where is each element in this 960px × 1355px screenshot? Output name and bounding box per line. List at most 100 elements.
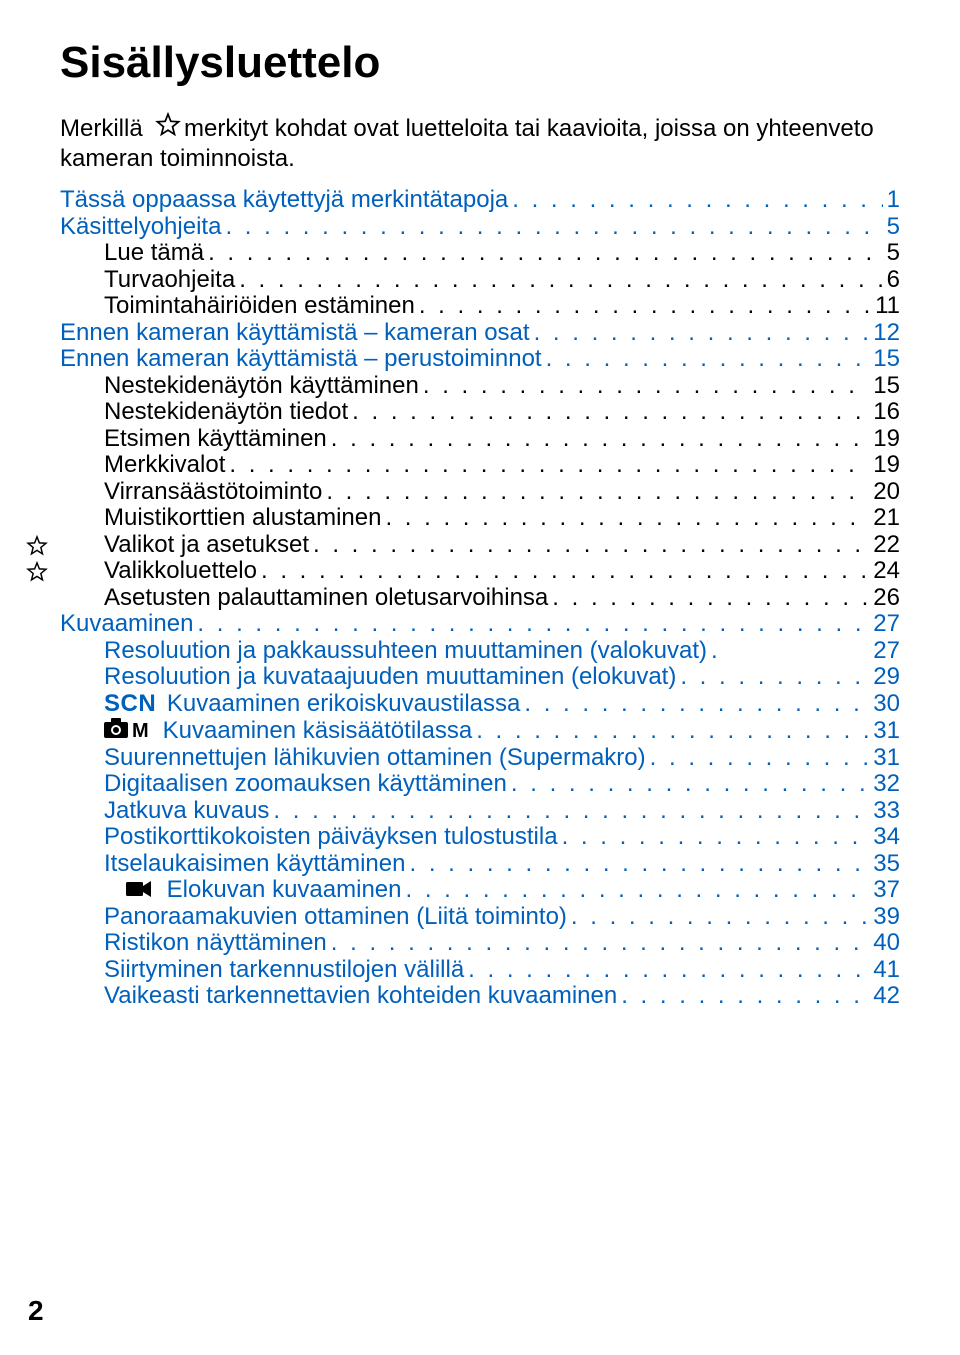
toc-page-number: 6 [887, 268, 900, 292]
toc-row[interactable]: Nestekidenäytön käyttäminen . . . . . . … [60, 374, 900, 398]
toc-leader-dots: . . . . . . . . . . . . . . . . . . . . … [476, 719, 869, 743]
document-page: Sisällysluettelo Merkillä merkityt kohda… [0, 0, 960, 1355]
toc-row[interactable]: Resoluution ja kuvataajuuden muuttaminen… [60, 665, 900, 689]
toc-page-number: 30 [873, 692, 900, 716]
toc-leader-dots: . . . . . . . . . . . . . . . . . . . . … [511, 772, 869, 796]
toc-leader-dots: . . . . . . . . . . . . . . . . . . . . … [239, 268, 882, 292]
toc-row[interactable]: Kuvaaminen . . . . . . . . . . . . . . .… [60, 612, 900, 636]
toc-leader-dots: . . . . . . . . . . . . . . . . . . . . … [419, 294, 871, 318]
toc-label: Etsimen käyttäminen [104, 427, 327, 451]
toc-page-number: 33 [873, 799, 900, 823]
toc-row[interactable]: Asetusten palauttaminen oletusarvoihinsa… [60, 586, 900, 610]
toc-label: Merkkivalot [104, 453, 225, 477]
toc-row[interactable]: SCN Kuvaaminen erikoiskuvaustilassa . . … [60, 692, 900, 716]
toc-row[interactable]: Tässä oppaassa käytettyjä merkintätapoja… [60, 188, 900, 212]
toc-leader-dots: . . . . . . . . . . . . . . . . . . . . … [552, 586, 869, 610]
toc-label: Käsittelyohjeita [60, 215, 221, 239]
toc-leader-dots: . . . . . . . . . . . . . . . . . . . . … [571, 905, 869, 929]
toc-row[interactable]: Lue tämä . . . . . . . . . . . . . . . .… [60, 241, 900, 265]
toc-label: Valikkoluettelo [104, 559, 257, 583]
toc-row[interactable]: Virransäästötoiminto . . . . . . . . . .… [60, 480, 900, 504]
toc-label: Panoraamakuvien ottaminen (Liitä toimint… [104, 905, 567, 929]
toc-leader-dots: . . . . . . . . . . . . . . . . . . . . … [229, 453, 869, 477]
toc-page-number: 12 [873, 321, 900, 345]
toc-row[interactable]: Postikorttikokoisten päiväyksen tulostus… [60, 825, 900, 849]
toc-label: Siirtyminen tarkennustilojen välillä [104, 958, 464, 982]
toc-leader-dots: . . . . . . . . . . . . . . . . . . . . … [468, 958, 869, 982]
toc-leader-dots: . [711, 639, 869, 663]
toc-label: M Kuvaaminen käsisäätötilassa [104, 718, 472, 743]
toc-label: Toimintahäiriöiden estäminen [104, 294, 415, 318]
toc-row[interactable]: M Kuvaaminen käsisäätötilassa . . . . . … [60, 718, 900, 743]
toc-page-number: 29 [873, 665, 900, 689]
toc-row[interactable]: Digitaalisen zoomauksen käyttäminen . . … [60, 772, 900, 796]
toc-row[interactable]: Siirtyminen tarkennustilojen välillä . .… [60, 958, 900, 982]
toc-row[interactable]: Valikkoluettelo . . . . . . . . . . . . … [60, 559, 900, 583]
toc-label: Ennen kameran käyttämistä – kameran osat [60, 321, 530, 345]
toc-leader-dots: . . . . . . . . . . . . . . . . . . . . … [261, 559, 869, 583]
toc-row[interactable]: Suurennettujen lähikuvien ottaminen (Sup… [60, 746, 900, 770]
toc-row[interactable]: Turvaohjeita . . . . . . . . . . . . . .… [60, 268, 900, 292]
toc-page-number: 26 [873, 586, 900, 610]
toc-label: Turvaohjeita [104, 268, 235, 292]
toc-row[interactable]: Merkkivalot . . . . . . . . . . . . . . … [60, 453, 900, 477]
toc-label: Valikot ja asetukset [104, 533, 309, 557]
toc-row[interactable]: Jatkuva kuvaus . . . . . . . . . . . . .… [60, 799, 900, 823]
toc-row[interactable]: Resoluution ja pakkaussuhteen muuttamine… [60, 639, 900, 663]
page-number: 2 [28, 1295, 44, 1327]
toc-leader-dots: . . . . . . . . . . . . . . . . . . . . … [326, 480, 869, 504]
toc-leader-dots: . . . . . . . . . . . . . . . . . . . . … [621, 984, 869, 1008]
toc-page-number: 27 [873, 612, 900, 636]
intro-text-before: Merkillä [60, 115, 143, 142]
toc-page-number: 15 [873, 374, 900, 398]
toc-leader-dots: . . . . . . . . . . . . . . . . . . . . … [423, 374, 869, 398]
scn-badge: SCN [104, 692, 156, 716]
toc-row[interactable]: Ennen kameran käyttämistä – perustoiminn… [60, 347, 900, 371]
toc-row[interactable]: Valikot ja asetukset . . . . . . . . . .… [60, 533, 900, 557]
toc-label: Digitaalisen zoomauksen käyttäminen [104, 772, 507, 796]
star-icon [26, 561, 48, 583]
toc-page-number: 42 [873, 984, 900, 1008]
toc-leader-dots: . . . . . . . . . . . . . . . . . . . . … [313, 533, 869, 557]
toc-row[interactable]: Nestekidenäytön tiedot . . . . . . . . .… [60, 400, 900, 424]
toc-page-number: 21 [873, 506, 900, 530]
toc-label: Kuvaaminen [60, 612, 193, 636]
star-icon [26, 535, 48, 557]
toc-page-number: 19 [873, 453, 900, 477]
toc-label: Lue tämä [104, 241, 204, 265]
toc-leader-dots: . . . . . . . . . . . . . . . . . . . . … [562, 825, 870, 849]
intro-paragraph: Merkillä merkityt kohdat ovat luetteloit… [60, 114, 900, 174]
toc-row[interactable]: Panoraamakuvien ottaminen (Liitä toimint… [60, 905, 900, 929]
toc-row[interactable]: Toimintahäiriöiden estäminen . . . . . .… [60, 294, 900, 318]
toc-page-number: 15 [873, 347, 900, 371]
movie-icon [126, 879, 152, 899]
toc-label: Elokuvan kuvaaminen [104, 878, 401, 902]
toc-row[interactable]: Vaikeasti tarkennettavien kohteiden kuva… [60, 984, 900, 1008]
toc-row[interactable]: Itselaukaisimen käyttäminen . . . . . . … [60, 852, 900, 876]
intro-text-after: merkityt kohdat ovat luetteloita tai kaa… [60, 115, 874, 172]
toc-row[interactable]: Etsimen käyttäminen . . . . . . . . . . … [60, 427, 900, 451]
toc-leader-dots: . . . . . . . . . . . . . . . . . . . . … [405, 878, 869, 902]
toc-page-number: 34 [873, 825, 900, 849]
toc-label: Jatkuva kuvaus [104, 799, 269, 823]
toc-label: Postikorttikokoisten päiväyksen tulostus… [104, 825, 558, 849]
toc-leader-dots: . . . . . . . . . . . . . . . . . . . . … [331, 427, 870, 451]
toc-row[interactable]: Muistikorttien alustaminen . . . . . . .… [60, 506, 900, 530]
toc-leader-dots: . . . . . . . . . . . . . . . . . . . . … [512, 188, 882, 212]
toc-leader-dots: . . . . . . . . . . . . . . . . . . . . … [650, 746, 870, 770]
toc-label: Vaikeasti tarkennettavien kohteiden kuva… [104, 984, 617, 1008]
toc-leader-dots: . . . . . . . . . . . . . . . . . . . . … [546, 347, 870, 371]
toc-leader-dots: . . . . . . . . . . . . . . . . . . . . … [225, 215, 882, 239]
toc-page-number: 31 [873, 719, 900, 743]
svg-text:M: M [132, 720, 149, 740]
toc-row[interactable]: Elokuvan kuvaaminen . . . . . . . . . . … [60, 878, 900, 902]
toc-row[interactable]: Ennen kameran käyttämistä – kameran osat… [60, 321, 900, 345]
toc-label: SCN Kuvaaminen erikoiskuvaustilassa [104, 692, 520, 716]
toc-label: Ennen kameran käyttämistä – perustoiminn… [60, 347, 542, 371]
toc-page-number: 41 [873, 958, 900, 982]
toc-leader-dots: . . . . . . . . . . . . . . . . . . . . … [352, 400, 869, 424]
toc-page-number: 5 [887, 241, 900, 265]
toc-row[interactable]: Käsittelyohjeita . . . . . . . . . . . .… [60, 215, 900, 239]
toc-row[interactable]: Ristikon näyttäminen . . . . . . . . . .… [60, 931, 900, 955]
toc-page-number: 31 [873, 746, 900, 770]
